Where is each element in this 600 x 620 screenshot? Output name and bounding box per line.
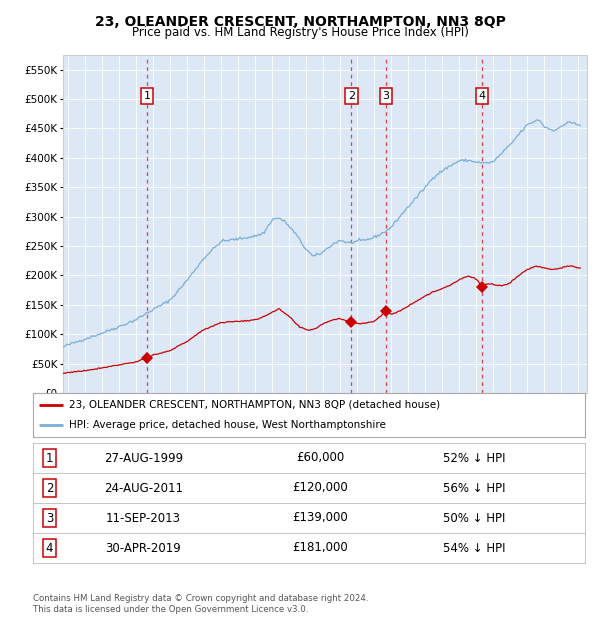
Text: 52% ↓ HPI: 52% ↓ HPI	[443, 451, 506, 464]
Text: 24-AUG-2011: 24-AUG-2011	[104, 482, 183, 495]
Text: 3: 3	[46, 512, 53, 525]
Text: 2: 2	[46, 482, 53, 495]
Text: £139,000: £139,000	[292, 512, 348, 525]
Text: 23, OLEANDER CRESCENT, NORTHAMPTON, NN3 8QP (detached house): 23, OLEANDER CRESCENT, NORTHAMPTON, NN3 …	[69, 400, 440, 410]
Text: £181,000: £181,000	[292, 541, 348, 554]
Text: 27-AUG-1999: 27-AUG-1999	[104, 451, 183, 464]
Text: Contains HM Land Registry data © Crown copyright and database right 2024.: Contains HM Land Registry data © Crown c…	[33, 594, 368, 603]
Text: 4: 4	[46, 541, 53, 554]
Text: 1: 1	[143, 91, 151, 101]
Text: 11-SEP-2013: 11-SEP-2013	[106, 512, 181, 525]
Text: 23, OLEANDER CRESCENT, NORTHAMPTON, NN3 8QP: 23, OLEANDER CRESCENT, NORTHAMPTON, NN3 …	[95, 16, 505, 30]
Text: Price paid vs. HM Land Registry's House Price Index (HPI): Price paid vs. HM Land Registry's House …	[131, 26, 469, 39]
Text: 50% ↓ HPI: 50% ↓ HPI	[443, 512, 506, 525]
Text: 1: 1	[46, 451, 53, 464]
Text: This data is licensed under the Open Government Licence v3.0.: This data is licensed under the Open Gov…	[33, 604, 308, 614]
Text: HPI: Average price, detached house, West Northamptonshire: HPI: Average price, detached house, West…	[69, 420, 386, 430]
Text: 54% ↓ HPI: 54% ↓ HPI	[443, 541, 506, 554]
Text: 4: 4	[478, 91, 485, 101]
Text: £60,000: £60,000	[296, 451, 344, 464]
Text: £120,000: £120,000	[292, 482, 348, 495]
Text: 30-APR-2019: 30-APR-2019	[106, 541, 181, 554]
Text: 2: 2	[347, 91, 355, 101]
Text: 3: 3	[383, 91, 389, 101]
Text: 56% ↓ HPI: 56% ↓ HPI	[443, 482, 506, 495]
